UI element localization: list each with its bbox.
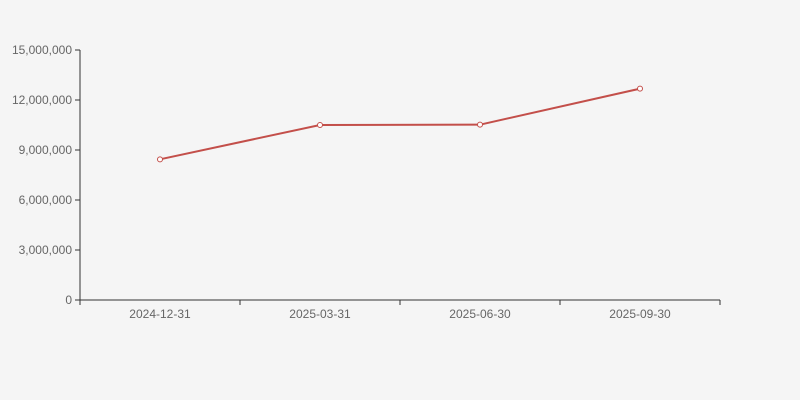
data-point[interactable] bbox=[157, 156, 163, 163]
data-point[interactable] bbox=[477, 121, 483, 128]
x-axis-label: 2025-09-30 bbox=[609, 307, 671, 321]
series-line bbox=[159, 87, 641, 161]
data-point[interactable] bbox=[637, 85, 643, 92]
x-axis-label: 2025-03-31 bbox=[289, 307, 351, 321]
x-axis-label: 2024-12-31 bbox=[129, 307, 191, 321]
y-axis-label: 12,000,000 bbox=[12, 93, 72, 107]
x-axis-label: 2025-06-30 bbox=[449, 307, 511, 321]
data-point[interactable] bbox=[317, 122, 323, 128]
y-axis-label: 9,000,000 bbox=[19, 143, 73, 157]
y-axis-label: 3,000,000 bbox=[19, 243, 73, 257]
y-axis-label: 6,000,000 bbox=[19, 193, 73, 207]
y-axis-label: 0 bbox=[65, 293, 72, 307]
y-axis-label: 15,000,000 bbox=[12, 43, 72, 57]
